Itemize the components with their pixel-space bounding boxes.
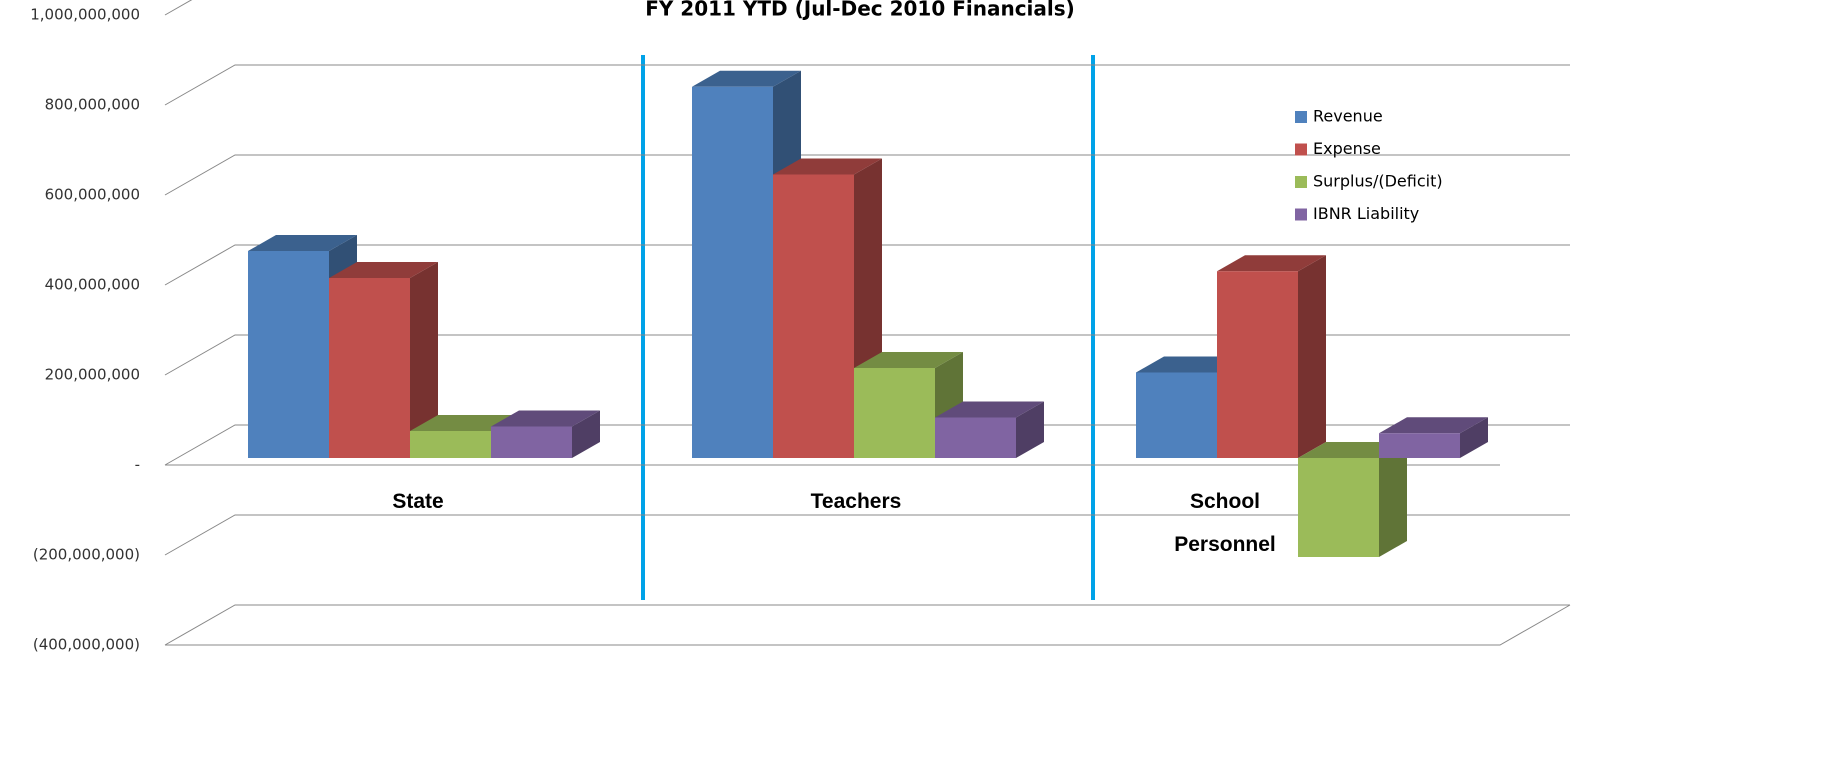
legend-label: IBNR Liability bbox=[1313, 204, 1419, 223]
bar bbox=[935, 417, 1016, 458]
legend-swatch bbox=[1295, 176, 1307, 188]
y-tick-label: 200,000,000 bbox=[45, 366, 140, 384]
bar-top bbox=[491, 410, 600, 427]
y-tick-label: (200,000,000) bbox=[33, 546, 140, 564]
bar bbox=[854, 368, 935, 458]
bar bbox=[773, 174, 854, 458]
grid-line bbox=[164, 424, 1570, 466]
legend-swatch bbox=[1295, 111, 1307, 123]
bar bbox=[1298, 458, 1379, 557]
x-tick-label: Teachers bbox=[810, 490, 902, 513]
y-tick-label: 600,000,000 bbox=[45, 186, 140, 204]
bar-side bbox=[1460, 417, 1488, 458]
bar-group bbox=[1379, 417, 1488, 458]
bar-top bbox=[1217, 255, 1326, 272]
bar-group bbox=[491, 410, 600, 458]
y-tick-label: 400,000,000 bbox=[45, 276, 140, 294]
legend-label: Revenue bbox=[1313, 107, 1383, 126]
bar-top bbox=[329, 262, 438, 278]
bar bbox=[1379, 433, 1460, 458]
legend-swatch bbox=[1295, 143, 1307, 156]
bar bbox=[329, 278, 410, 458]
bar-group bbox=[854, 352, 963, 458]
grid-line bbox=[164, 334, 1570, 376]
bar-top bbox=[248, 235, 357, 251]
bar bbox=[1217, 271, 1298, 458]
y-tick-label: 1,000,000,000 bbox=[30, 6, 140, 24]
chart-title: FY 2011 YTD (Jul-Dec 2010 Financials) bbox=[645, 0, 1075, 21]
bar-top bbox=[854, 352, 963, 368]
grid-line bbox=[164, 604, 1570, 646]
bar bbox=[410, 431, 491, 458]
grid-line bbox=[164, 64, 1570, 106]
grid-line bbox=[164, 154, 1570, 196]
bar-top bbox=[692, 70, 801, 87]
legend-label: Surplus/(Deficit) bbox=[1313, 172, 1443, 191]
bar-side bbox=[1016, 401, 1044, 458]
bar bbox=[1136, 372, 1217, 458]
bar bbox=[248, 251, 329, 458]
y-tick-label: (400,000,000) bbox=[33, 636, 140, 654]
grid-line bbox=[164, 514, 1570, 556]
y-tick-label: - bbox=[135, 456, 140, 474]
bar-side bbox=[1298, 255, 1326, 458]
bar bbox=[692, 86, 773, 458]
bar-side bbox=[410, 262, 438, 458]
x-tick-label: State bbox=[392, 490, 444, 513]
bar-top bbox=[1379, 417, 1488, 434]
legend-label: Expense bbox=[1313, 139, 1381, 158]
bar-side bbox=[1379, 442, 1407, 557]
bar-top bbox=[935, 401, 1044, 418]
grid-line bbox=[164, 0, 193, 16]
bar-side bbox=[572, 410, 600, 458]
bar bbox=[491, 426, 572, 458]
bar-group bbox=[935, 401, 1044, 458]
bar-top bbox=[773, 158, 882, 175]
grid-line bbox=[164, 244, 1570, 286]
floor bbox=[165, 604, 1571, 646]
y-tick-label: 800,000,000 bbox=[45, 96, 140, 114]
x-tick-label: School Personnel bbox=[1174, 490, 1276, 556]
legend-swatch bbox=[1295, 208, 1307, 221]
bar-group bbox=[1217, 255, 1326, 458]
bar-group bbox=[1298, 442, 1407, 557]
bar-group bbox=[329, 262, 438, 458]
